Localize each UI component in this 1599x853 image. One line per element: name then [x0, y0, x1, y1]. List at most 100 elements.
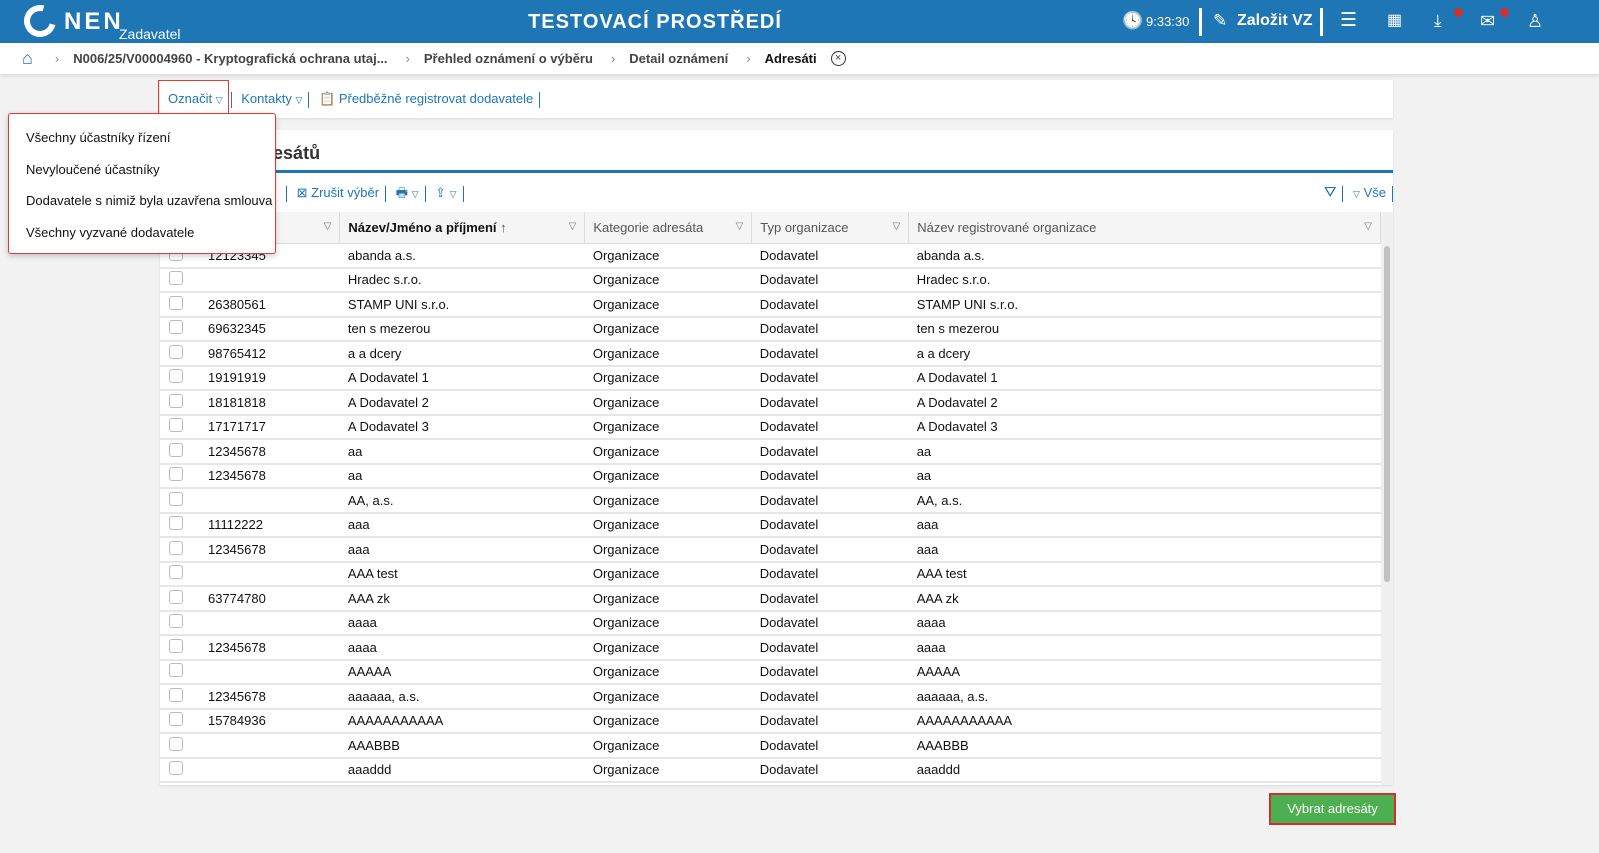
row-checkbox[interactable]	[169, 761, 183, 776]
user-icon[interactable]: ♙	[1527, 11, 1544, 31]
row-checkbox[interactable]	[169, 589, 183, 604]
row-checkbox[interactable]	[169, 418, 183, 433]
table-row[interactable]: AAA test Organizace Dodavatel AAA test	[160, 561, 1381, 587]
column-filter-icon[interactable]: ▽	[323, 221, 332, 232]
row-checkbox[interactable]	[169, 712, 183, 727]
row-checkbox[interactable]	[169, 467, 183, 482]
table-row[interactable]: 12345678 aaa Organizace Dodavatel aaa	[160, 537, 1381, 563]
close-icon[interactable]: ×	[830, 51, 846, 66]
table-cell: AAAAA	[908, 659, 1381, 685]
table-row[interactable]: AA, a.s. Organizace Dodavatel AA, a.s.	[160, 488, 1381, 514]
table-cell: Organizace	[584, 316, 752, 342]
row-checkbox[interactable]	[169, 271, 183, 286]
table-cell: 17171717	[199, 414, 340, 440]
preregister-button[interactable]: Předběžně registrovat dodavatele	[338, 91, 534, 106]
environment-title: TESTOVACÍ PROSTŘEDÍ	[528, 11, 782, 33]
mark-button[interactable]: Označit	[168, 91, 213, 106]
breadcrumb-item[interactable]: N006/25/V00004960 - Kryptografická ochra…	[73, 51, 388, 66]
table-cell: Dodavatel	[751, 316, 909, 342]
create-vz-button[interactable]: Založit VZ	[1237, 12, 1313, 29]
row-checkbox[interactable]	[169, 638, 183, 653]
view-all-button[interactable]: Vše	[1363, 185, 1386, 200]
table-row[interactable]: Hradec s.r.o. Organizace Dodavatel Hradec s…	[160, 267, 1381, 293]
row-checkbox[interactable]	[169, 736, 183, 751]
table-row[interactable]: 17171717 A Dodavatel 3 Organizace Dodavatel…	[160, 414, 1381, 440]
home-icon[interactable]: ⌂	[22, 48, 33, 68]
row-checkbox[interactable]	[169, 663, 183, 678]
table-row[interactable]: 63774780 AAA zk Organizace Dodavatel AAA zk	[160, 586, 1381, 612]
select-addressees-button[interactable]: Vybrat adresáty	[1269, 793, 1396, 825]
table-row[interactable]: 26380561 STAMP UNI s.r.o. Organizace Dodava…	[160, 292, 1381, 318]
menu-item[interactable]: Nevyloučené účastníky	[26, 161, 160, 177]
table-cell: A Dodavatel 1	[908, 365, 1381, 391]
table-row[interactable]: 15784936 AAAAAAAAAAA Organizace Dodavatel AA…	[160, 708, 1381, 734]
divider	[462, 185, 464, 202]
table-row[interactable]: AAABBB Organizace Dodavatel AAABBB	[160, 733, 1381, 759]
table-row[interactable]: 11112222 aaa Organizace Dodavatel aaa	[160, 512, 1381, 538]
table-row[interactable]: 12345678 aaaa Organizace Dodavatel aaaa	[160, 635, 1381, 661]
table-row[interactable]: aaaddd Organizace Dodavatel aaaddd	[160, 757, 1381, 783]
divider	[1342, 185, 1344, 202]
menu-icon[interactable]: ☰	[1340, 10, 1358, 31]
table-row[interactable]: 19191919 A Dodavatel 1 Organizace Dodavatel…	[160, 365, 1381, 391]
scrollbar-thumb[interactable]	[1384, 246, 1390, 582]
table-row[interactable]: aaaa Organizace Dodavatel aaaa	[160, 610, 1381, 636]
row-checkbox[interactable]	[169, 516, 183, 531]
row-checkbox[interactable]	[169, 540, 183, 555]
menu-item[interactable]: Všechny účastníky řízení	[26, 130, 171, 145]
chevron-right-icon: ›	[746, 51, 751, 66]
menu-item[interactable]: Všechny vyzvané dodavatele	[26, 224, 195, 240]
table-row[interactable]: 12123345 abanda a.s. Organizace Dodavatel ab…	[160, 243, 1381, 269]
table-cell: Dodavatel	[751, 512, 909, 538]
caret-down-icon: ▽	[295, 95, 303, 105]
mail-icon[interactable]: ✉	[1480, 11, 1496, 31]
row-checkbox[interactable]	[169, 344, 183, 359]
scrollbar[interactable]	[1381, 212, 1393, 785]
sort-ascending-icon[interactable]: ↑	[496, 219, 507, 235]
row-checkbox[interactable]	[169, 565, 183, 580]
edit-icon[interactable]: ✎	[1213, 11, 1228, 30]
divider	[286, 185, 287, 202]
row-checkbox[interactable]	[169, 687, 183, 702]
table-cell: AAAAAAAAAAA	[908, 708, 1381, 734]
table-cell: A Dodavatel 3	[339, 414, 585, 440]
table-cell: aa	[339, 463, 585, 489]
table-row[interactable]: 12345678 aa Organizace Dodavatel aa	[160, 463, 1381, 489]
clear-selection-button[interactable]: Zrušit výběr	[311, 185, 380, 200]
row-checkbox[interactable]	[169, 442, 183, 457]
column-filter-icon[interactable]: ▽	[568, 221, 577, 232]
column-header[interactable]: Kategorie adresáta ▽	[584, 212, 753, 244]
table-row[interactable]: 18181818 A Dodavatel 2 Organizace Dodavatel…	[160, 390, 1381, 416]
table-cell: AAABBB	[339, 733, 585, 759]
divider	[1199, 8, 1202, 36]
table-row[interactable]: 69632345 ten s mezerou Organizace Dodavatel…	[160, 316, 1381, 342]
row-checkbox[interactable]	[169, 320, 183, 335]
breadcrumb-item[interactable]: Detail oznámení	[629, 51, 729, 66]
print-icon[interactable]: 🖶 ▽	[395, 185, 419, 200]
download-icon[interactable]: ⤓	[1434, 11, 1442, 30]
table-cell: aaaaaa, a.s.	[908, 684, 1381, 710]
row-checkbox[interactable]	[169, 614, 183, 629]
filter-icon[interactable]: ⛛	[1323, 184, 1337, 201]
table-cell: aaaa	[339, 635, 585, 661]
column-header[interactable]: Typ organizace ▽	[751, 212, 910, 244]
table-row[interactable]: 12345678 aaaaaa, a.s. Organizace Dodavatel a…	[160, 684, 1381, 710]
table-row[interactable]: AAAAA Organizace Dodavatel AAAAA	[160, 659, 1381, 685]
row-checkbox[interactable]	[169, 295, 183, 310]
row-checkbox[interactable]	[169, 393, 183, 408]
column-filter-icon[interactable]: ▽	[1364, 221, 1372, 232]
contacts-button[interactable]: Kontakty	[241, 91, 292, 106]
row-checkbox[interactable]	[169, 369, 183, 384]
column-filter-icon[interactable]: ▽	[735, 221, 744, 232]
table-row[interactable]: 98765412 a a dcery Organizace Dodavatel a a …	[160, 341, 1381, 367]
table-row[interactable]: 12345678 aa Organizace Dodavatel aa	[160, 439, 1381, 465]
menu-item[interactable]: Dodavatele s nimiž byla uzavřena smlouva	[26, 193, 273, 208]
breadcrumb-item[interactable]: Přehled oznámení o výběru	[423, 51, 593, 66]
export-icon[interactable]: ⇪ ▽	[435, 185, 457, 200]
column-header[interactable]: Název registrované organizace ▽	[908, 212, 1381, 244]
row-checkbox[interactable]	[169, 491, 183, 506]
column-header[interactable]: Název/Jméno a příjmení ↑ ▽	[339, 212, 586, 244]
column-filter-icon[interactable]: ▽	[892, 221, 901, 232]
calendar-icon[interactable]: ▦	[1387, 12, 1403, 29]
addressees-table: ▽ Název/Jméno a příjmení ↑ ▽ Kategorie adre…	[160, 212, 1381, 783]
